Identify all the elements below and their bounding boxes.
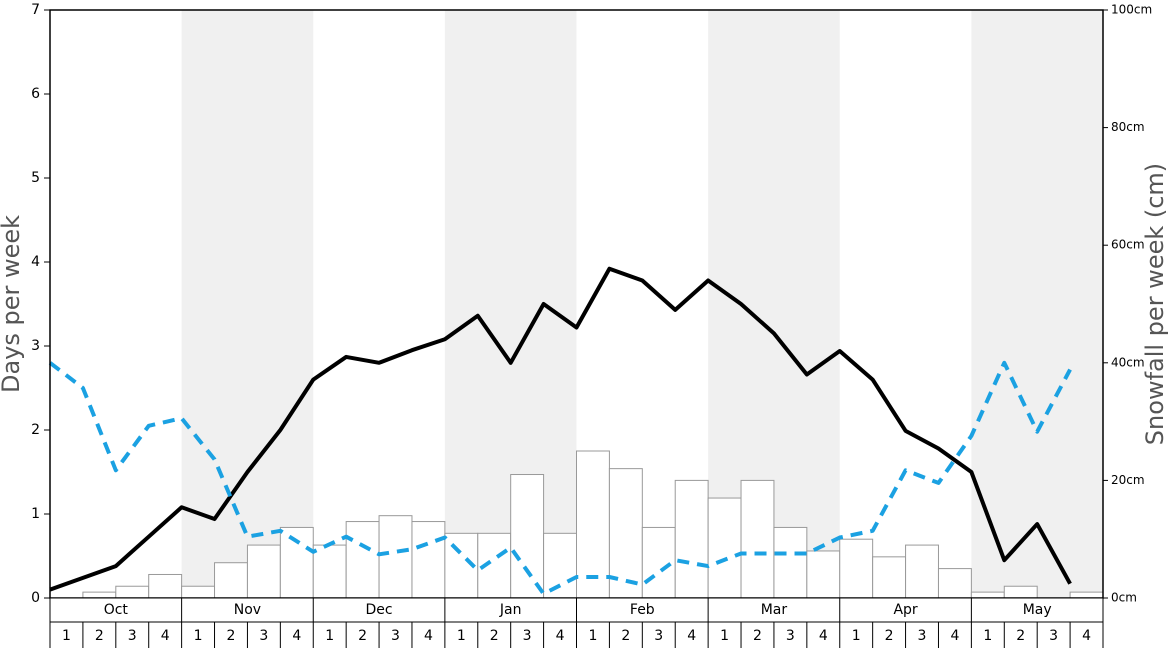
month-label: Feb [630,602,655,618]
month-label: Oct [104,602,129,618]
snow-bar [641,526,676,599]
x-tick-label: 3 [654,628,663,644]
x-tick-label: 2 [95,628,104,644]
month-shade [181,10,314,598]
month-label: May [1023,602,1052,618]
y2-tick-label: 80cm [1111,120,1145,134]
snow-bar [937,568,972,599]
x-tick-label: 4 [687,628,696,644]
month-label: Dec [366,602,393,618]
x-tick-label: 3 [918,628,927,644]
x-tick-label: 1 [325,628,334,644]
snow-bar [970,591,1005,599]
month-label: Jan [499,602,522,618]
month-label: Nov [234,602,261,618]
x-tick-label: 4 [819,628,828,644]
x-tick-label: 3 [259,628,268,644]
snow-bar [378,515,413,599]
snow-bar [510,474,545,599]
snow-bar [312,544,347,599]
x-tick-label: 2 [621,628,630,644]
snow-bar [82,591,117,599]
snow-bar [674,479,709,599]
x-tick-label: 1 [720,628,729,644]
y2-tick-label: 0cm [1111,591,1137,605]
x-tick-label: 1 [852,628,861,644]
x-tick-label: 3 [786,628,795,644]
y-tick-label: 6 [31,86,40,102]
x-tick-label: 4 [556,628,565,644]
x-tick-label: 4 [424,628,433,644]
snow-bar [872,556,907,599]
snow-bar [773,526,808,599]
month-label: Mar [761,602,788,618]
y2-tick-label: 100cm [1111,3,1152,17]
snow-bar [1003,585,1038,599]
snow-bar [707,497,742,599]
month-shade [971,10,1103,598]
y-tick-label: 2 [31,422,40,438]
snow-bar [740,479,775,599]
snow-bar [345,521,380,599]
x-tick-label: 4 [292,628,301,644]
snow-bar [115,585,150,599]
x-tick-label: 2 [227,628,236,644]
x-tick-label: 4 [950,628,959,644]
y-tick-label: 1 [31,506,40,522]
x-tick-label: 2 [1016,628,1025,644]
x-tick-label: 2 [885,628,894,644]
x-tick-label: 1 [983,628,992,644]
dashed-line [48,360,1072,596]
x-tick-label: 1 [457,628,466,644]
y-axis-title: Days per week [0,215,25,393]
snow-bar [806,550,841,599]
y2-tick-label: 40cm [1111,355,1145,369]
x-tick-label: 3 [1049,628,1058,644]
month-label: Apr [893,602,917,618]
y-tick-label: 5 [31,170,40,186]
x-tick-label: 3 [128,628,137,644]
x-tick-label: 2 [753,628,762,644]
x-tick-label: 3 [391,628,400,644]
x-tick-label: 3 [523,628,532,644]
x-tick-label: 4 [1082,628,1091,644]
snow-bar [1069,591,1104,599]
snow-bar [214,562,248,599]
x-tick-label: 2 [358,628,367,644]
snow-bar [905,544,939,599]
snow-bar [181,585,216,599]
x-tick-label: 1 [194,628,203,644]
x-tick-label: 1 [588,628,597,644]
snow-bar [148,573,183,599]
y-tick-label: 4 [31,254,40,270]
snow-bar [839,538,874,599]
snow-bar [279,526,314,599]
y2-tick-label: 60cm [1111,238,1145,252]
y-tick-label: 3 [31,338,40,354]
y-tick-label: 0 [31,590,40,606]
y2-axis-title: Snowfall per week (cm) [1141,163,1168,445]
snow-bar [411,521,446,599]
snow-bar [543,532,577,599]
x-tick-label: 1 [62,628,71,644]
x-tick-label: 2 [490,628,499,644]
line [49,266,1072,592]
y-tick-label: 7 [31,2,40,18]
x-tick-label: 4 [161,628,170,644]
snow-bar [246,544,281,599]
y2-tick-label: 20cm [1111,473,1145,487]
